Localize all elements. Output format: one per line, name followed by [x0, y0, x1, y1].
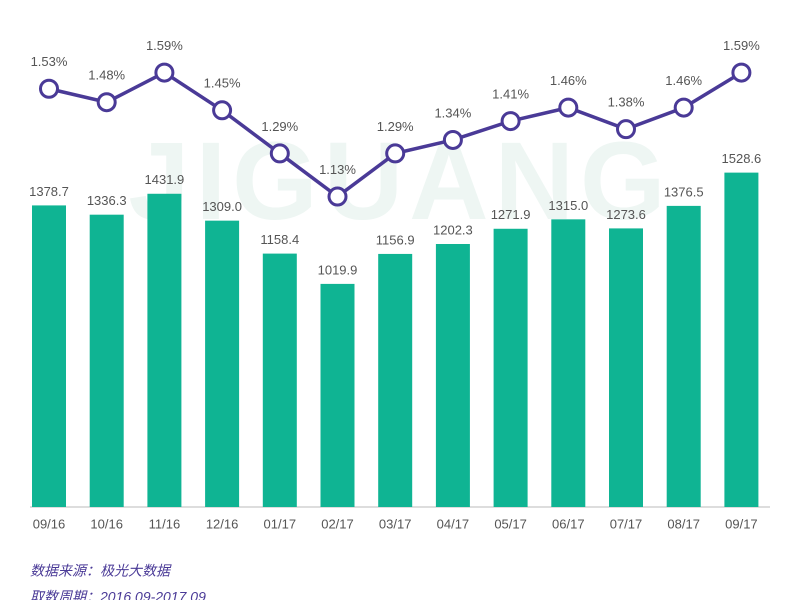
x-tick-label: 02/17 [321, 516, 354, 531]
period-note: 取数周期：2016.09-2017.09 [30, 589, 206, 600]
line-marker [616, 119, 636, 140]
x-tick-label: 09/17 [725, 516, 758, 531]
line-value-label: 1.53% [31, 54, 68, 69]
bar-value-label: 1156.9 [376, 232, 415, 247]
line-marker [673, 97, 694, 118]
bar [493, 228, 528, 507]
x-tick-label: 09/16 [33, 516, 66, 531]
line-marker [269, 143, 290, 164]
x-tick-label: 08/17 [667, 516, 700, 531]
x-tick-label: 07/17 [610, 516, 643, 531]
line-value-label: 1.59% [723, 38, 760, 53]
line-marker [96, 92, 117, 113]
x-tick-label: 06/17 [552, 516, 585, 531]
x-tick-label: 12/16 [206, 516, 239, 531]
line-value-label: 1.29% [377, 119, 414, 134]
x-tick-label: 11/16 [149, 516, 181, 531]
bar [89, 214, 124, 507]
x-tick-label: 10/16 [90, 516, 123, 531]
bar-value-label: 1019.9 [318, 262, 358, 277]
line-marker [212, 100, 233, 121]
line-value-label: 1.29% [261, 119, 298, 134]
line-marker [731, 62, 752, 83]
bar-value-label: 1315.0 [548, 198, 588, 213]
bar-value-label: 1309.0 [202, 199, 242, 214]
line-marker [327, 186, 348, 207]
bar [551, 219, 586, 507]
bar-value-label: 1202.3 [433, 222, 473, 237]
bar-value-label: 1431.9 [145, 172, 185, 187]
x-tick-label: 01/17 [264, 516, 297, 531]
line-value-label: 1.46% [665, 73, 702, 88]
bar [435, 243, 470, 507]
bar [724, 172, 759, 507]
bar-value-label: 1378.7 [29, 184, 69, 199]
bar-value-label: 1271.9 [491, 207, 531, 222]
bar [666, 205, 701, 507]
bar-value-label: 1528.6 [722, 151, 762, 166]
line-value-label: 1.38% [608, 95, 645, 110]
line-value-label: 1.59% [146, 38, 183, 53]
bar-value-label: 1336.3 [87, 193, 127, 208]
line-value-label: 1.13% [319, 162, 356, 177]
x-tick-label: 04/17 [437, 516, 470, 531]
line-marker [154, 62, 175, 83]
line-value-label: 1.41% [492, 87, 529, 102]
x-tick-label: 05/17 [494, 516, 527, 531]
bar [32, 205, 66, 508]
line-marker [558, 97, 579, 118]
bar [205, 220, 240, 507]
line-value-label: 1.48% [88, 68, 125, 83]
bar-value-label: 1158.4 [260, 232, 299, 247]
bar [378, 253, 413, 507]
x-tick-label: 03/17 [379, 516, 412, 531]
line-marker [442, 129, 463, 150]
bar [147, 193, 182, 507]
line-marker [500, 111, 521, 132]
line-value-label: 1.45% [204, 76, 241, 91]
line-marker [385, 143, 406, 164]
bar [262, 253, 297, 507]
line-value-label: 1.34% [434, 105, 471, 120]
bar-value-label: 1376.5 [664, 184, 704, 199]
bar [320, 283, 355, 507]
source-note: 数据来源：极光大数据 [30, 563, 172, 579]
bar [609, 228, 643, 507]
line-value-label: 1.46% [550, 73, 587, 88]
bar-value-label: 1273.6 [606, 207, 646, 222]
line-marker [39, 78, 59, 99]
